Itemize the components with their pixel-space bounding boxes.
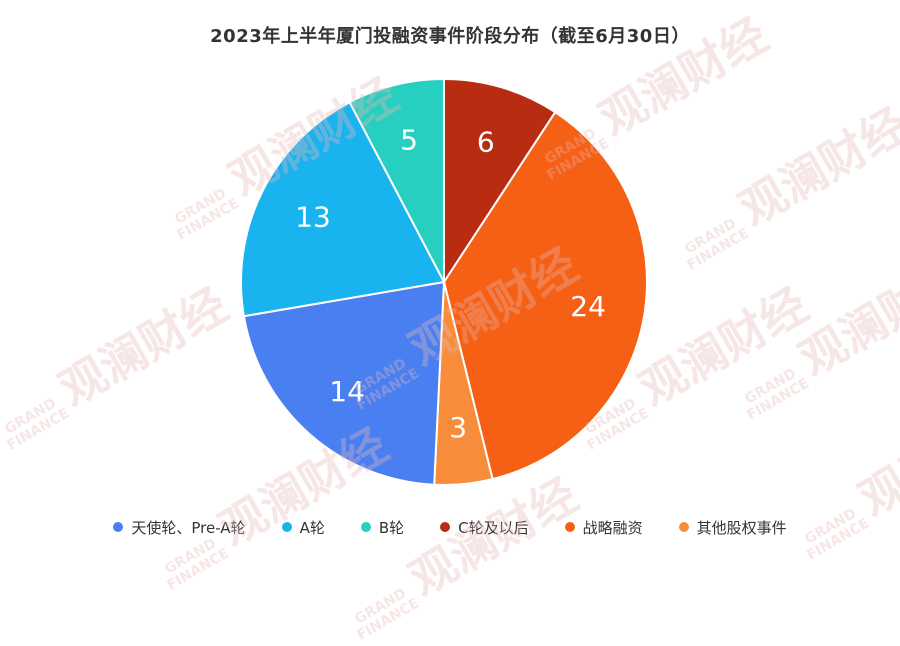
legend-marker bbox=[360, 522, 371, 532]
data-label-b-round: 5 bbox=[400, 124, 418, 157]
legend-item-b-round[interactable]: B轮 bbox=[360, 517, 405, 538]
legend-item-a-round[interactable]: A轮 bbox=[281, 517, 325, 538]
legend-label: C轮及以后 bbox=[458, 518, 529, 537]
pie-slice-strategic[interactable] bbox=[442, 110, 648, 481]
legend-label: 战略融资 bbox=[582, 518, 643, 537]
legend-marker bbox=[113, 522, 124, 532]
legend-marker bbox=[564, 522, 575, 532]
legend-item-other-equity[interactable]: 其他股权事件 bbox=[678, 517, 787, 538]
legend-item-c-round-and-later[interactable]: C轮及以后 bbox=[440, 517, 529, 538]
legend-label: A轮 bbox=[299, 518, 325, 537]
legend-label: 其他股权事件 bbox=[696, 518, 787, 537]
data-label-c-round-and-later: 6 bbox=[477, 125, 495, 158]
legend-label: B轮 bbox=[378, 518, 405, 537]
data-label-other-equity: 3 bbox=[449, 411, 467, 444]
legend-marker bbox=[440, 522, 451, 532]
pie-chart: 6 24 3 14 13 5 bbox=[240, 77, 648, 486]
pie-slice-c-round-and-later[interactable] bbox=[443, 77, 557, 286]
legend-item-strategic[interactable]: 战略融资 bbox=[564, 517, 643, 538]
legend-label: 天使轮、Pre-A轮 bbox=[131, 518, 246, 537]
legend-marker bbox=[281, 522, 292, 532]
pie-slice-a-round[interactable] bbox=[240, 100, 446, 318]
legend-marker bbox=[678, 522, 689, 532]
legend: 天使轮、Pre-A轮 A轮 B轮 C轮及以后 战略融资 其他股权事件 bbox=[0, 513, 900, 541]
data-label-a-round: 13 bbox=[295, 201, 331, 234]
pie-slice-b-round[interactable] bbox=[348, 77, 445, 283]
legend-item-angel-pre-a[interactable]: 天使轮、Pre-A轮 bbox=[113, 517, 246, 538]
chart-title: 2023年上半年厦门投融资事件阶段分布（截至6月30日） bbox=[210, 26, 690, 47]
data-label-angel-pre-a: 14 bbox=[329, 375, 365, 408]
data-label-strategic: 24 bbox=[570, 290, 606, 323]
pie-slice-angel-pre-a[interactable] bbox=[242, 280, 446, 486]
